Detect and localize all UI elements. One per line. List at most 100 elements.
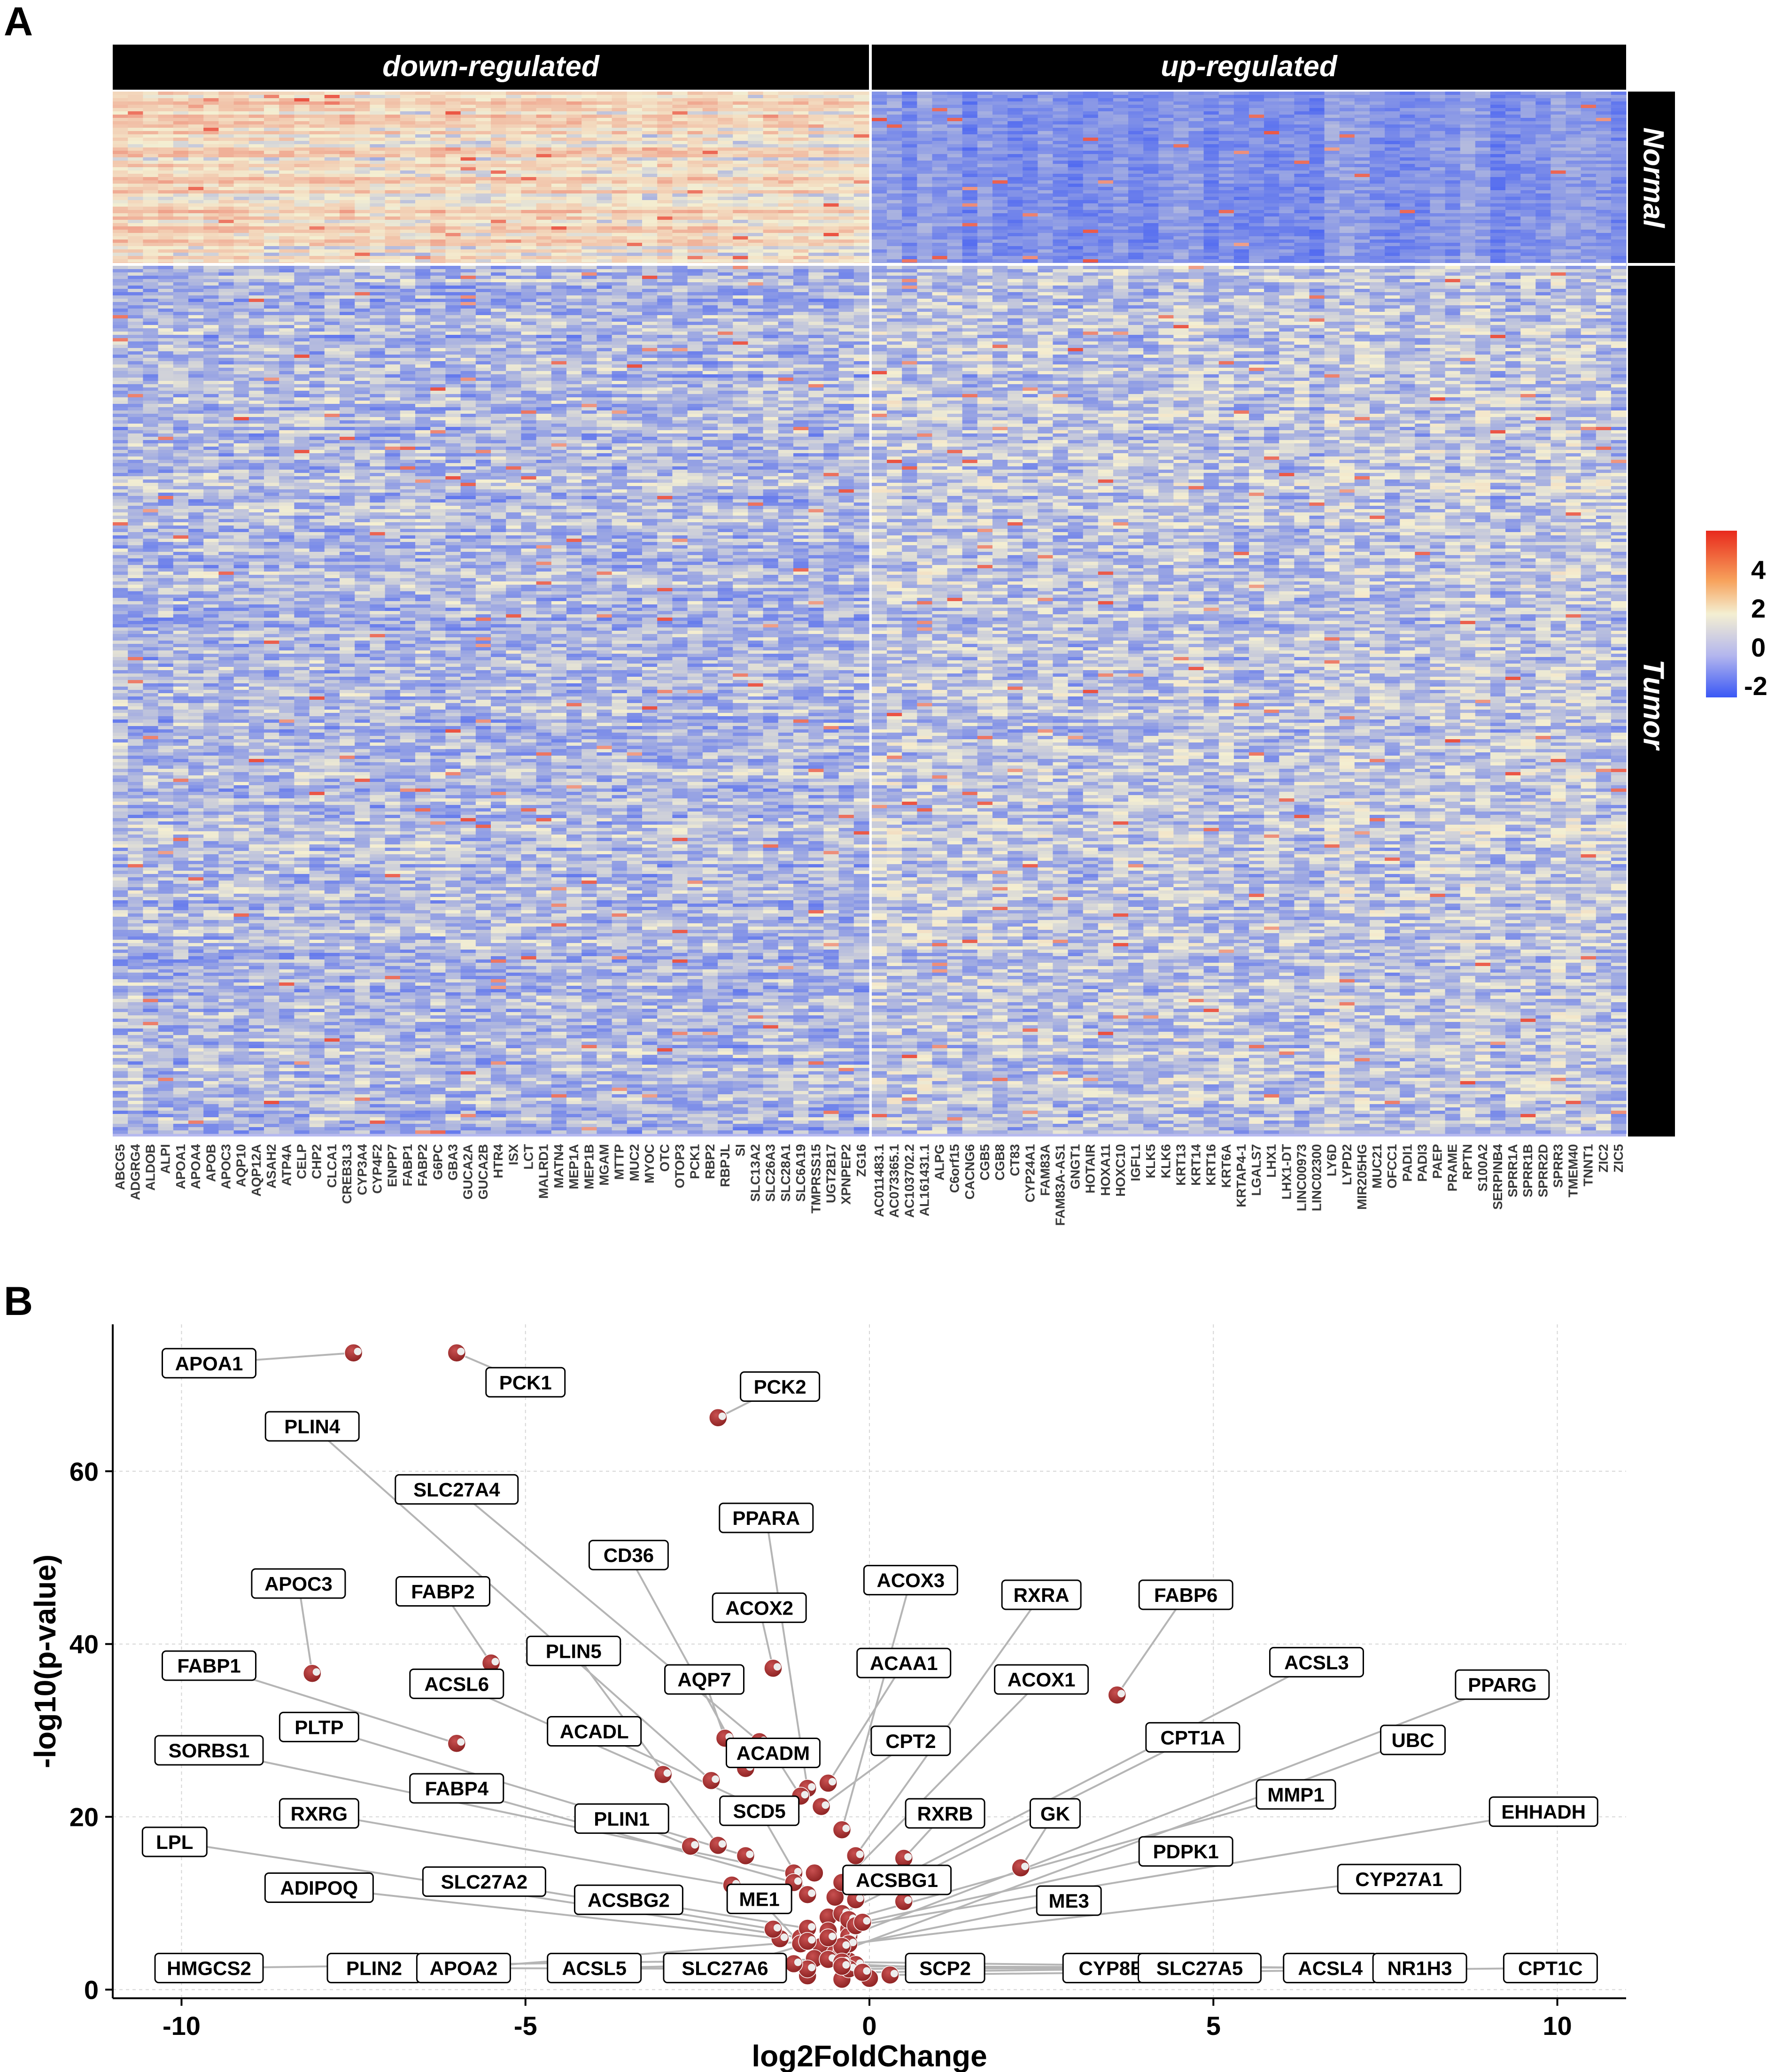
- heatmap-cell: [445, 111, 461, 115]
- heatmap-cell: [748, 141, 763, 144]
- heatmap-cell: [279, 151, 295, 154]
- heatmap-cell: [476, 98, 491, 101]
- heatmap-cell: [839, 98, 854, 101]
- heatmap-cell: [823, 95, 839, 98]
- heatmap-cell: [234, 147, 249, 151]
- heatmap-cell: [340, 138, 355, 141]
- heatmap-cell: [249, 105, 264, 108]
- heatmap-cell: [113, 118, 128, 121]
- heatmap-cell: [823, 147, 839, 151]
- heatmap-cell: [158, 134, 174, 138]
- heatmap-cell: [778, 118, 794, 121]
- heatmap-cell: [612, 141, 628, 144]
- heatmap-cell: [400, 124, 416, 128]
- heatmap-cell: [430, 161, 446, 164]
- heatmap-cell: [506, 157, 521, 161]
- heatmap-cell: [763, 121, 779, 124]
- heatmap-cell: [491, 154, 506, 157]
- heatmap-cell: [173, 118, 189, 121]
- heatmap-cell: [808, 147, 824, 151]
- heatmap-cell: [294, 138, 310, 141]
- heatmap-cell: [445, 105, 461, 108]
- heatmap-cell: [385, 141, 401, 144]
- heatmap-cell: [642, 134, 658, 138]
- heatmap-cell: [688, 138, 703, 141]
- heatmap-cell: [778, 101, 794, 105]
- heatmap-cell: [400, 128, 416, 131]
- heatmap-cell: [627, 134, 643, 138]
- heatmap-cell: [581, 157, 597, 161]
- heatmap-cell: [445, 115, 461, 118]
- heatmap-cell: [566, 134, 582, 138]
- heatmap-cell: [355, 151, 370, 154]
- heatmap-cell: [325, 108, 340, 111]
- heatmap-cell: [143, 134, 158, 138]
- heatmap-cell: [763, 131, 779, 134]
- heatmap-cell: [310, 131, 325, 134]
- heatmap-cell: [597, 154, 612, 157]
- heatmap-cell: [748, 157, 763, 161]
- heatmap-cell: [581, 151, 597, 154]
- heatmap-cell: [733, 141, 748, 144]
- heatmap-cell: [294, 151, 310, 154]
- heatmap-cell: [718, 118, 733, 121]
- heatmap-cell: [188, 154, 204, 157]
- heatmap-cell: [264, 164, 279, 167]
- heatmap-cell: [506, 164, 521, 167]
- heatmap-cell: [430, 131, 446, 134]
- heatmap-cell: [854, 128, 869, 131]
- heatmap-cell: [778, 138, 794, 141]
- heatmap-cell: [445, 131, 461, 134]
- heatmap-cell: [158, 124, 174, 128]
- heatmap-cell: [415, 124, 431, 128]
- heatmap-cell: [113, 115, 128, 118]
- heatmap-cell: [113, 134, 128, 138]
- heatmap-cell: [551, 101, 567, 105]
- heatmap-cell: [143, 154, 158, 157]
- heatmap-cell: [461, 138, 476, 141]
- heatmap-cell: [612, 92, 628, 95]
- heatmap-cell: [839, 111, 854, 115]
- heatmap-cell: [597, 124, 612, 128]
- heatmap-cell: [506, 144, 521, 147]
- heatmap-cell: [506, 111, 521, 115]
- heatmap-cell: [854, 161, 869, 164]
- heatmap-cell: [733, 128, 748, 131]
- heatmap-cell: [491, 164, 506, 167]
- heatmap-cell: [506, 147, 521, 151]
- heatmap-cell: [688, 108, 703, 111]
- heatmap-cell: [733, 98, 748, 101]
- heatmap-cell: [808, 128, 824, 131]
- heatmap-cell: [385, 157, 401, 161]
- heatmap-cell: [566, 121, 582, 124]
- heatmap-cell: [839, 131, 854, 134]
- heatmap-cell: [566, 141, 582, 144]
- heatmap-cell: [627, 141, 643, 144]
- heatmap-cell: [158, 92, 174, 95]
- heatmap-cell: [657, 144, 673, 147]
- heatmap-cell: [778, 121, 794, 124]
- heatmap-cell: [385, 144, 401, 147]
- heatmap-cell: [536, 105, 552, 108]
- heatmap-cell: [854, 105, 869, 108]
- heatmap-cell: [566, 115, 582, 118]
- heatmap-cell: [370, 131, 385, 134]
- heatmap-cell: [778, 154, 794, 157]
- heatmap-cell: [566, 108, 582, 111]
- heatmap-cell: [854, 115, 869, 118]
- heatmap-cell: [521, 101, 536, 105]
- heatmap-cell: [763, 101, 779, 105]
- heatmap-cell: [218, 128, 234, 131]
- heatmap-cell: [128, 118, 143, 121]
- heatmap-cell: [778, 95, 794, 98]
- heatmap-cell: [461, 131, 476, 134]
- heatmap-cell: [854, 124, 869, 128]
- heatmap-cell: [748, 111, 763, 115]
- heatmap-cell: [672, 157, 688, 161]
- heatmap-cell: [854, 138, 869, 141]
- heatmap-cell: [854, 147, 869, 151]
- heatmap-cell: [173, 124, 189, 128]
- heatmap-cell: [355, 118, 370, 121]
- heatmap-cell: [839, 92, 854, 95]
- heatmap-cell: [461, 164, 476, 167]
